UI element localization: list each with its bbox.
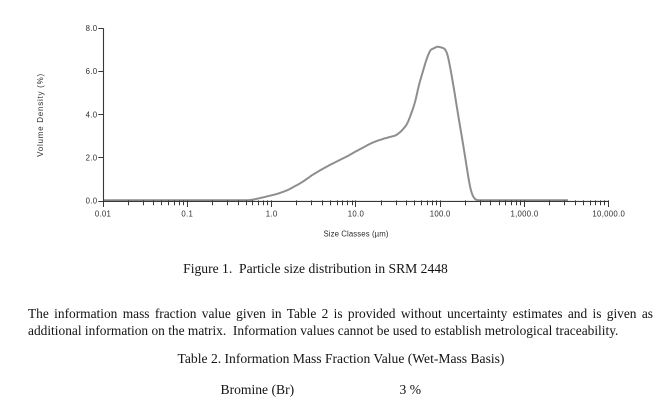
- svg-text:10,000.0: 10,000.0: [592, 210, 625, 219]
- svg-text:1.0: 1.0: [266, 210, 278, 219]
- svg-text:8.0: 8.0: [86, 24, 98, 33]
- svg-text:4.0: 4.0: [86, 110, 98, 119]
- svg-text:0.1: 0.1: [181, 210, 193, 219]
- svg-text:1,000.0: 1,000.0: [510, 210, 538, 219]
- svg-text:100.0: 100.0: [430, 210, 451, 219]
- svg-text:10.0: 10.0: [348, 210, 365, 219]
- svg-text:2.0: 2.0: [86, 154, 98, 163]
- svg-text:Volume Density (%): Volume Density (%): [36, 73, 45, 157]
- svg-text:0.01: 0.01: [95, 210, 111, 219]
- svg-text:6.0: 6.0: [86, 67, 98, 76]
- svg-text:0.0: 0.0: [86, 197, 98, 206]
- svg-text:Size Classes (µm): Size Classes (µm): [323, 230, 388, 239]
